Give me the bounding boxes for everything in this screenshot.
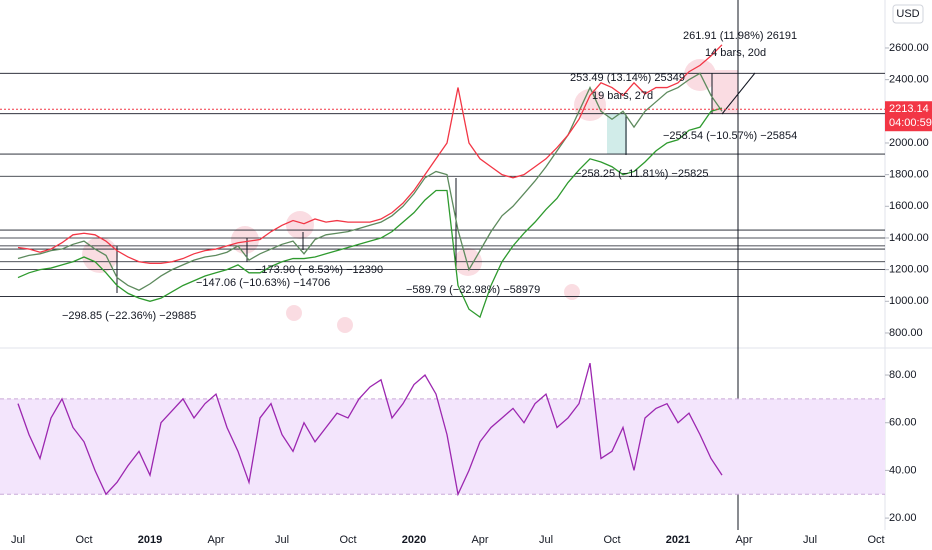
- x-tick-label: Apr: [471, 534, 488, 546]
- annotation: 261.91 (11.98%) 26191: [683, 30, 797, 42]
- y-tick-label: 1800.00: [889, 169, 929, 181]
- x-tick-label: Jul: [803, 534, 817, 546]
- x-tick-label: Jul: [11, 534, 25, 546]
- y-tick-label: 2400.00: [889, 74, 929, 86]
- price-line: [17, 44, 723, 264]
- rsi-line: [17, 362, 723, 497]
- last-price: 2213.14: [889, 103, 929, 115]
- x-tick-label: 2021: [666, 534, 690, 546]
- annotation: −258.25 (−11.81%) −25825: [575, 168, 708, 180]
- last-price-box: [885, 101, 932, 132]
- annotation: −173.90 (−8.53%) −12390: [255, 264, 383, 276]
- annotation: 14 bars, 20d: [705, 47, 766, 59]
- y-tick-label: 1400.00: [889, 232, 929, 244]
- price-line: [17, 72, 723, 291]
- y-tick-label: 2600.00: [889, 42, 929, 54]
- y2-tick-label: 80.00: [889, 369, 917, 381]
- y-tick-label: 1000.00: [889, 295, 929, 307]
- x-tick-label: Apr: [207, 534, 224, 546]
- rsi-band: [0, 398, 885, 495]
- annotation: 19 bars, 27d: [592, 90, 653, 102]
- x-tick-label: Jul: [275, 534, 289, 546]
- x-tick-label: 2019: [138, 534, 162, 546]
- y-tick-label: 1200.00: [889, 264, 929, 276]
- annotation: −147.06 (−10.63%) −14706: [196, 277, 330, 289]
- x-tick-label: Oct: [75, 534, 92, 546]
- y-tick-label: 1600.00: [889, 200, 929, 212]
- annotation: 253.49 (13.14%) 25349: [570, 72, 685, 84]
- x-tick-label: Oct: [339, 534, 356, 546]
- y2-tick-label: 60.00: [889, 417, 917, 429]
- x-tick-label: Oct: [867, 534, 884, 546]
- x-tick-label: Jul: [539, 534, 553, 546]
- currency[interactable]: USD: [896, 8, 919, 20]
- x-tick-label: Oct: [603, 534, 620, 546]
- y-tick-label: 2000.00: [889, 137, 929, 149]
- currency-button[interactable]: [892, 4, 924, 24]
- y2-tick-label: 40.00: [889, 464, 917, 476]
- y-tick-label: 800.00: [889, 327, 923, 339]
- y2-tick-label: 20.00: [889, 512, 917, 524]
- measure-box: [607, 114, 627, 154]
- price-line: [17, 107, 723, 319]
- countdown: 04:00:59: [889, 117, 932, 129]
- annotation: −298.85 (−22.36%) −29885: [62, 310, 196, 322]
- annotation: −589.79 (−32.98%) −58979: [406, 284, 540, 296]
- x-tick-label: 2020: [402, 534, 426, 546]
- x-tick-label: Apr: [735, 534, 752, 546]
- annotation: −258.54 (−10.57%) −25854: [663, 130, 797, 142]
- measure-lines: [116, 72, 756, 293]
